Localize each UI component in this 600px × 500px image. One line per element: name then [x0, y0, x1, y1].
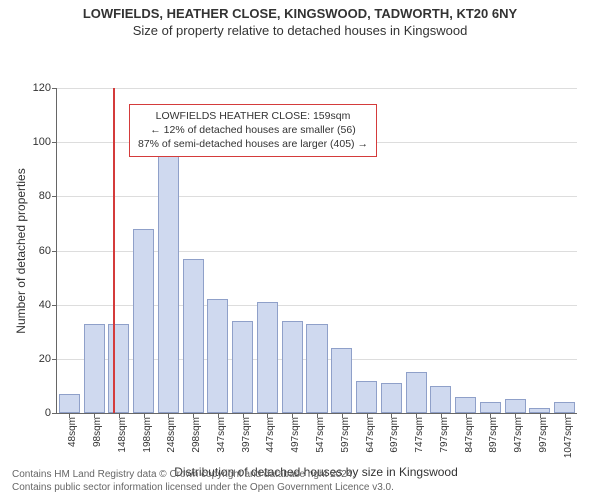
xtick-label: 747sqm	[414, 417, 425, 453]
ytick-mark	[52, 251, 57, 252]
histogram-bar	[257, 302, 278, 413]
property-marker-line	[113, 88, 115, 413]
xtick-label: 897sqm	[488, 417, 499, 453]
footer-line-2: Contains public sector information licen…	[12, 481, 394, 494]
histogram-bar	[84, 324, 105, 413]
xtick-label: 1047sqm	[563, 417, 574, 458]
histogram-bar	[282, 321, 303, 413]
annotation-box: LOWFIELDS HEATHER CLOSE: 159sqm← 12% of …	[129, 104, 377, 157]
chart-title-block: LOWFIELDS, HEATHER CLOSE, KINGSWOOD, TAD…	[0, 0, 600, 38]
xtick-label: 697sqm	[389, 417, 400, 453]
histogram-bar	[554, 402, 575, 413]
histogram-bar	[455, 397, 476, 413]
plot-area: 02040608010012048sqm98sqm148sqm198sqm248…	[56, 88, 577, 414]
ytick-mark	[52, 196, 57, 197]
xtick-label: 597sqm	[340, 417, 351, 453]
histogram-bar	[381, 383, 402, 413]
xtick-label: 997sqm	[538, 417, 549, 453]
xtick-label: 198sqm	[142, 417, 153, 453]
histogram-bar	[133, 229, 154, 413]
histogram-bar	[331, 348, 352, 413]
y-axis-label: Number of detached properties	[14, 168, 28, 333]
histogram-bar	[183, 259, 204, 413]
annotation-line: LOWFIELDS HEATHER CLOSE: 159sqm	[138, 109, 368, 123]
footer-attribution: Contains HM Land Registry data © Crown c…	[12, 468, 394, 494]
xtick-label: 647sqm	[365, 417, 376, 453]
chart-title-main: LOWFIELDS, HEATHER CLOSE, KINGSWOOD, TAD…	[0, 6, 600, 21]
xtick-label: 248sqm	[166, 417, 177, 453]
annotation-line: ← 12% of detached houses are smaller (56…	[138, 123, 368, 137]
xtick-label: 947sqm	[513, 417, 524, 453]
histogram-bar	[356, 381, 377, 414]
annotation-line: 87% of semi-detached houses are larger (…	[138, 137, 368, 151]
histogram-bar	[505, 399, 526, 413]
xtick-label: 447sqm	[265, 417, 276, 453]
ytick-mark	[52, 413, 57, 414]
xtick-label: 98sqm	[92, 417, 103, 447]
histogram-bar	[430, 386, 451, 413]
histogram-bar	[158, 150, 179, 413]
xtick-label: 397sqm	[241, 417, 252, 453]
histogram-bar	[232, 321, 253, 413]
histogram-bar	[108, 324, 129, 413]
ytick-mark	[52, 88, 57, 89]
histogram-bar	[406, 372, 427, 413]
histogram-bar	[59, 394, 80, 413]
chart-title-sub: Size of property relative to detached ho…	[0, 23, 600, 38]
gridline	[57, 88, 577, 89]
xtick-label: 347sqm	[216, 417, 227, 453]
xtick-label: 148sqm	[117, 417, 128, 453]
histogram-bar	[480, 402, 501, 413]
ytick-mark	[52, 142, 57, 143]
xtick-label: 298sqm	[191, 417, 202, 453]
xtick-label: 797sqm	[439, 417, 450, 453]
histogram-bar	[306, 324, 327, 413]
gridline	[57, 196, 577, 197]
footer-line-1: Contains HM Land Registry data © Crown c…	[12, 468, 394, 481]
histogram-bar	[207, 299, 228, 413]
ytick-mark	[52, 305, 57, 306]
xtick-label: 497sqm	[290, 417, 301, 453]
xtick-label: 847sqm	[464, 417, 475, 453]
xtick-label: 547sqm	[315, 417, 326, 453]
xtick-label: 48sqm	[67, 417, 78, 447]
ytick-mark	[52, 359, 57, 360]
